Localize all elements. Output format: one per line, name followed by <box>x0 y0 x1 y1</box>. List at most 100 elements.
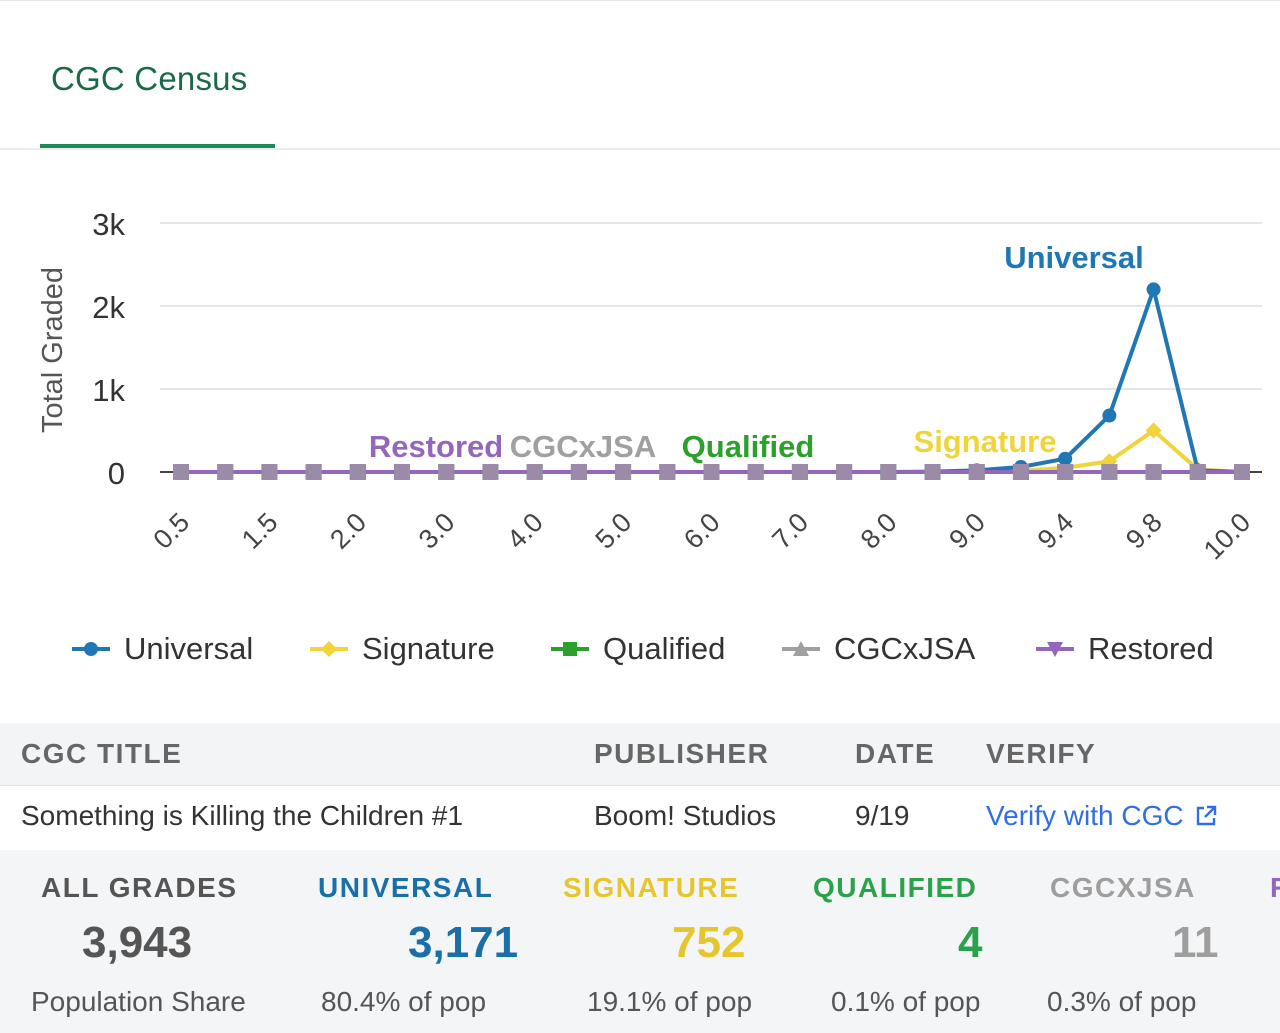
restored-point <box>659 464 676 480</box>
legend-label-restored: Restored <box>1088 631 1214 666</box>
stats-bar: ALL GRADES 3,943 Population Share UNIVER… <box>0 850 1280 1033</box>
stat-label-all-grades: ALL GRADES <box>41 872 238 903</box>
verify-link-label: Verify with CGC <box>986 800 1184 831</box>
stat-share-qualified: 0.1% of pop <box>831 986 981 1017</box>
x-tick-label: 5.0 <box>590 507 638 555</box>
restored-point <box>438 464 455 480</box>
tab-bar: CGC Census <box>0 0 1280 150</box>
restored-point <box>1057 464 1074 480</box>
stat-label-signature: SIGNATURE <box>563 872 740 903</box>
stat-value-universal: 3,171 <box>408 918 519 967</box>
x-tick-label: 1.5 <box>236 507 284 555</box>
stat-label-cgcxjsa: CGCXJSA <box>1050 872 1196 903</box>
header-date: DATE <box>855 738 936 769</box>
series-label-qualified: Qualified <box>682 429 815 464</box>
y-axis-label: Total Graded <box>37 267 69 433</box>
restored-point <box>217 464 234 480</box>
legend-label-cgcxjsa: CGCxJSA <box>834 631 976 666</box>
x-tick-label: 0.5 <box>147 507 195 555</box>
y-tick-label: 3k <box>92 207 125 242</box>
stat-value-all-grades: 3,943 <box>82 918 193 967</box>
x-tick-label: 7.0 <box>766 507 814 555</box>
row-title: Something is Killing the Children #1 <box>21 800 464 831</box>
y-tick-label: 0 <box>108 456 125 491</box>
universal-point <box>1146 282 1161 297</box>
restored-point <box>1145 464 1162 480</box>
restored-point <box>968 464 985 480</box>
census-chart: 0 1k 2k 3k Total Graded 0.5 1.5 2.0 3.0 4.0 5.0 6.0… <box>37 207 1262 565</box>
qualified-legend-marker-icon <box>551 642 589 656</box>
restored-point <box>1189 464 1206 480</box>
row-date: 9/19 <box>855 800 910 831</box>
header-verify: VERIFY <box>986 738 1097 769</box>
legend-item-qualified[interactable]: Qualified <box>549 618 725 680</box>
restored-point <box>924 464 941 480</box>
x-tick-label: 3.0 <box>413 507 461 555</box>
top-border <box>0 0 1280 1</box>
series-label-universal: Universal <box>1004 240 1144 275</box>
x-tick-label: 9.8 <box>1120 507 1168 555</box>
stat-label-qualified: QUALIFIED <box>813 872 978 903</box>
legend-item-restored[interactable]: Restored <box>1034 618 1214 680</box>
stat-share-signature: 19.1% of pop <box>587 986 753 1017</box>
verify-with-cgc-link[interactable]: Verify with CGC <box>986 800 1218 832</box>
stat-label-restored: R <box>1270 872 1280 904</box>
row-publisher: Boom! Studios <box>594 800 777 831</box>
x-tick-label: 8.0 <box>855 507 903 555</box>
restored-point <box>570 464 587 480</box>
restored-point <box>261 464 278 480</box>
series-label-signature: Signature <box>914 424 1057 459</box>
external-link-icon <box>1196 805 1216 826</box>
legend-label-universal: Universal <box>124 631 254 666</box>
stat-share-universal: 80.4% of pop <box>321 986 487 1017</box>
y-tick-label: 2k <box>92 290 125 325</box>
restored-point <box>482 464 499 480</box>
restored-point <box>1012 464 1029 480</box>
series-label-cgcxjsa: CGCxJSA <box>510 429 656 464</box>
stat-share-all-grades: Population Share <box>31 986 246 1017</box>
restored-point <box>394 464 411 480</box>
restored-point <box>1101 464 1118 480</box>
restored-point <box>305 464 322 480</box>
chart-legend: Universal Signature Qualified CGCxJSA Re… <box>0 618 1280 680</box>
header-cgc-title: CGC TITLE <box>21 738 183 769</box>
x-tick-label: 9.4 <box>1032 507 1080 555</box>
legend-label-qualified: Qualified <box>603 631 726 666</box>
x-tick-label: 10.0 <box>1198 507 1256 565</box>
x-tick-label: 6.0 <box>678 507 726 555</box>
header-publisher: PUBLISHER <box>594 738 770 769</box>
restored-point <box>836 464 853 480</box>
legend-item-universal[interactable]: Universal <box>70 618 253 680</box>
series-label-restored: Restored <box>369 429 503 464</box>
restored-point <box>791 464 808 480</box>
x-tick-label: 2.0 <box>324 507 372 555</box>
tab-label: CGC Census <box>51 60 248 97</box>
universal-legend-marker-icon <box>72 642 110 656</box>
restored-point <box>349 464 366 480</box>
universal-point <box>1058 451 1073 466</box>
y-tick-label: 1k <box>92 373 125 408</box>
restored-legend-marker-icon <box>1036 642 1074 657</box>
stat-value-signature: 752 <box>672 918 746 967</box>
stat-value-cgcxjsa: 11 <box>1172 918 1219 967</box>
restored-point <box>703 464 720 480</box>
tab-cgc-census[interactable]: CGC Census <box>40 48 275 148</box>
legend-item-signature[interactable]: Signature <box>308 618 495 680</box>
signature-point <box>1145 422 1162 439</box>
stat-share-cgcxjsa: 0.3% of pop <box>1047 986 1197 1017</box>
table-row: Something is Killing the Children #1 Boo… <box>0 786 1280 851</box>
stat-value-qualified: 4 <box>958 918 983 967</box>
restored-point <box>1234 464 1250 480</box>
signature-legend-marker-icon <box>310 641 348 657</box>
restored-point <box>615 464 632 480</box>
restored-point <box>526 464 543 480</box>
stat-label-universal: UNIVERSAL <box>318 872 494 903</box>
restored-point <box>173 464 189 480</box>
universal-point <box>1102 408 1117 423</box>
table-header: CGC TITLE PUBLISHER DATE VERIFY <box>0 723 1280 786</box>
restored-point <box>880 464 897 480</box>
legend-item-cgcxjsa[interactable]: CGCxJSA <box>780 618 975 680</box>
legend-label-signature: Signature <box>362 631 495 666</box>
restored-point <box>747 464 764 480</box>
cgcxjsa-legend-marker-icon <box>782 641 820 656</box>
